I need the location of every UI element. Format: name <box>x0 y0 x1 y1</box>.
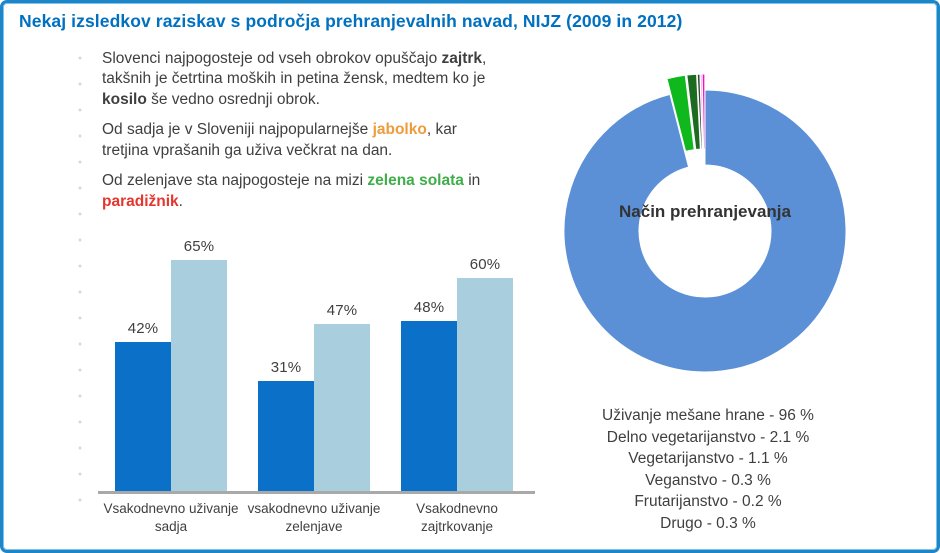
donut-legend: Uživanje mešane hrane - 96 % Delno vegeta… <box>543 405 873 534</box>
bar-column: 65% <box>171 233 227 491</box>
category-label: vsakodnevno uživanje zelenjave <box>247 501 381 534</box>
bar-group: 42% 65% <box>115 233 227 491</box>
text-segment: Od zelenjave sta najpogosteje na mizi <box>102 172 368 190</box>
bar-column: 47% <box>314 233 370 491</box>
donut-slice-u-ivanje-me-ane-hrane <box>563 89 847 373</box>
text-segment: Od sadja je v Sloveniji najpopularnejše <box>102 121 373 139</box>
text-segment: in <box>463 172 481 190</box>
paragraph-vegetables: Od zelenjave sta najpogosteje na mizi ze… <box>102 171 500 212</box>
bar-value-label: 65% <box>183 238 215 256</box>
legend-line: Vegetarijanstvo - 1.1 % <box>628 450 788 467</box>
page-title: Nekaj izsledkov raziskav s področja preh… <box>19 11 683 31</box>
category-label: Vsakodnevno uživanje sadja <box>103 501 239 534</box>
legend-line: Uživanje mešane hrane - 96 % <box>602 407 814 424</box>
text-segment: . <box>178 192 183 210</box>
bar-group: 48% 60% <box>401 233 513 491</box>
bar-value-label: 48% <box>413 298 445 316</box>
bar-chart: 42% 65% 31% 47% 48% 60% <box>115 233 513 491</box>
text-segment: zajtrk <box>441 50 483 67</box>
category-label: Vsakodnevno zajtrkovanje <box>416 501 498 534</box>
paragraph-fruit: Od sadja je v Sloveniji najpopularnejše … <box>102 120 500 161</box>
donut-slice-vegetarijanstvo <box>686 73 701 151</box>
text-segment: kosilo <box>102 90 147 108</box>
bar-column: 60% <box>457 233 513 491</box>
legend-line: Drugo - 0.3 % <box>660 514 756 532</box>
bar <box>258 380 314 491</box>
donut-slice-drugo <box>701 73 706 150</box>
bar-chart-x-axis <box>98 491 535 494</box>
dotted-guide-decoration <box>78 55 82 521</box>
text-segment: paradižnik <box>102 192 179 210</box>
donut-slice-delno-vegetarijanstvo <box>666 74 695 152</box>
bar-value-label: 31% <box>270 358 302 376</box>
bar <box>457 278 513 491</box>
legend-line: Delno vegetarijanstvo - 2.1 % <box>606 428 810 446</box>
donut-chart <box>563 73 847 373</box>
bar <box>401 320 457 491</box>
bar-group: 31% 47% <box>258 233 370 491</box>
bar-value-label: 47% <box>326 302 358 320</box>
text-segment: zelena solata <box>367 172 464 190</box>
bar <box>171 260 227 491</box>
text-segment: jabolko <box>372 121 427 139</box>
bar-column: 48% <box>401 233 457 491</box>
paragraph-breakfast: Slovenci najpogosteje od vseh obrokov op… <box>102 49 500 110</box>
bar-column: 42% <box>115 233 171 491</box>
bar-value-label: 60% <box>469 256 501 273</box>
bar-column: 31% <box>258 233 314 491</box>
text-segment: , takšnih je četrtina moških in petina ž… <box>102 50 487 88</box>
legend-line: Frutarijanstvo - 0.2 % <box>634 493 782 510</box>
text-segment: še vedno osrednji obrok. <box>146 90 320 108</box>
bar-value-label: 42% <box>127 319 159 337</box>
bar <box>115 341 171 491</box>
legend-line: Veganstvo - 0.3 % <box>645 471 771 489</box>
donut-center-title: Način prehranjevanja <box>619 202 791 221</box>
bar <box>314 324 370 491</box>
text-segment: Slovenci najpogosteje od vseh obrokov op… <box>102 50 442 67</box>
findings-text-block: Slovenci najpogosteje od vseh obrokov op… <box>102 49 500 222</box>
text-segment: , kar tretjina vprašanih ga uživa večkra… <box>102 121 457 159</box>
bar-chart-category-labels: Vsakodnevno uživanje sadja vsakodnevno už… <box>101 500 527 535</box>
